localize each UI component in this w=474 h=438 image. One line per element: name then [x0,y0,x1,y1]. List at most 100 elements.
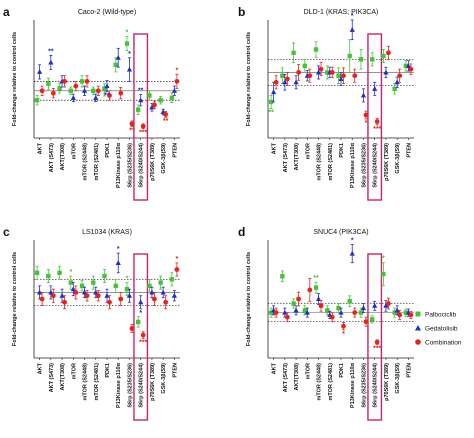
data-point-combination [118,296,124,302]
data-point-palbociclib [369,57,375,62]
data-point-palbociclib [381,53,386,59]
significance-label: * [128,51,131,58]
y-axis-label: Fold-change relative to control cells [246,252,252,346]
data-point-palbociclib [280,73,285,78]
data-point-gedatolisib [48,59,54,65]
data-point-gedatolisib [405,63,411,68]
highlight-box [367,33,383,201]
data-point-palbociclib [135,107,141,112]
data-point-palbociclib [403,63,409,69]
data-point-combination [84,78,90,84]
x-tick-label: mTOR (S2448) [317,363,323,401]
data-point-gedatolisib [93,95,99,100]
data-point-combination [107,93,112,98]
data-point-palbociclib [313,47,319,52]
significance-label: *** [139,339,147,346]
data-point-combination [73,290,79,295]
panel-letter: d [238,225,245,239]
significance-label: ** [163,118,169,125]
significance-label: ** [138,88,144,95]
data-point-combination [174,78,180,84]
x-tick-label: AKT(T308) [294,143,300,171]
highlight-box [367,253,383,421]
data-point-palbociclib [169,95,175,101]
significance-label: * [139,310,142,317]
data-point-palbociclib [91,88,96,93]
data-point-gedatolisib [104,83,110,89]
x-tick-label: p70S6K (T389) [150,363,156,401]
data-point-combination [95,88,101,94]
x-tick-label: mTOR [305,363,311,379]
data-point-gedatolisib [48,289,54,295]
panel-title: DLD-1 (KRAS; PIK3CA) [304,9,379,16]
data-point-combination [397,312,403,318]
data-point-palbociclib [79,79,85,84]
data-point-gedatolisib [372,86,378,91]
data-point-combination [352,73,358,79]
data-point-gedatolisib [293,79,299,85]
significance-label: * [382,256,385,263]
data-point-gedatolisib [160,289,166,295]
x-tick-label: AKT(T308) [294,363,300,391]
data-point-gedatolisib [115,54,121,60]
data-point-combination [152,102,157,108]
significance-label: * [176,256,179,263]
data-point-palbociclib [358,310,364,315]
data-point-gedatolisib [70,95,76,100]
data-point-combination [386,301,391,306]
data-point-palbociclib [57,270,62,275]
data-point-gedatolisib [282,309,288,315]
data-point-combination [386,50,391,56]
data-point-combination [118,90,124,96]
data-point-combination [62,78,67,84]
x-tick-label: PTEN [172,363,178,378]
significance-label: ** [129,128,135,135]
data-point-palbociclib [57,86,62,91]
data-point-palbociclib [68,88,74,93]
x-tick-label: mTOR (S2481) [94,143,100,181]
data-point-combination [174,267,180,272]
data-point-gedatolisib [349,27,355,32]
x-tick-label: AKT [38,362,44,374]
data-point-combination [307,73,313,79]
significance-label: *** [373,126,381,133]
data-point-gedatolisib [394,79,400,85]
data-point-combination [374,119,380,125]
data-point-palbociclib [268,99,274,105]
x-tick-label: AKT (S473) [49,363,55,393]
data-point-combination [352,310,358,316]
x-tick-label: S6rp (S240/S244) [373,143,379,188]
data-point-palbociclib [403,310,409,315]
data-point-gedatolisib [104,292,110,298]
x-tick-label: PTEN [406,143,412,158]
data-point-gedatolisib [93,289,99,295]
legend-marker-palbociclib [415,311,421,317]
data-point-combination [318,303,324,309]
data-point-gedatolisib [81,289,88,295]
x-tick-label: GSK-3β(S9) [161,363,167,394]
legend: Palbociclib Gedatolisib Combination [415,311,462,347]
y-axis-label: Fold-change relative to control cells [12,32,18,126]
data-point-gedatolisib [126,292,133,298]
data-point-combination [273,310,279,316]
data-point-palbociclib [302,308,308,313]
data-point-palbociclib [124,286,130,292]
data-point-gedatolisib [70,286,76,292]
data-point-gedatolisib [293,307,299,313]
data-point-combination [50,293,56,299]
data-point-gedatolisib [138,299,144,305]
x-tick-label: AKT [38,142,44,154]
data-point-palbociclib [268,310,274,315]
x-tick-label: S6rp (S235/S236) [127,363,133,408]
data-point-combination [296,70,301,75]
data-point-gedatolisib [81,88,88,93]
data-point-palbociclib [68,280,74,285]
data-point-gedatolisib [383,303,389,308]
data-point-palbociclib [302,63,308,69]
data-point-gedatolisib [315,296,322,301]
data-point-gedatolisib [171,292,177,298]
x-tick-label: S6rp (S235/S236) [361,363,367,408]
significance-label: * [69,269,72,276]
data-point-combination [95,293,101,299]
